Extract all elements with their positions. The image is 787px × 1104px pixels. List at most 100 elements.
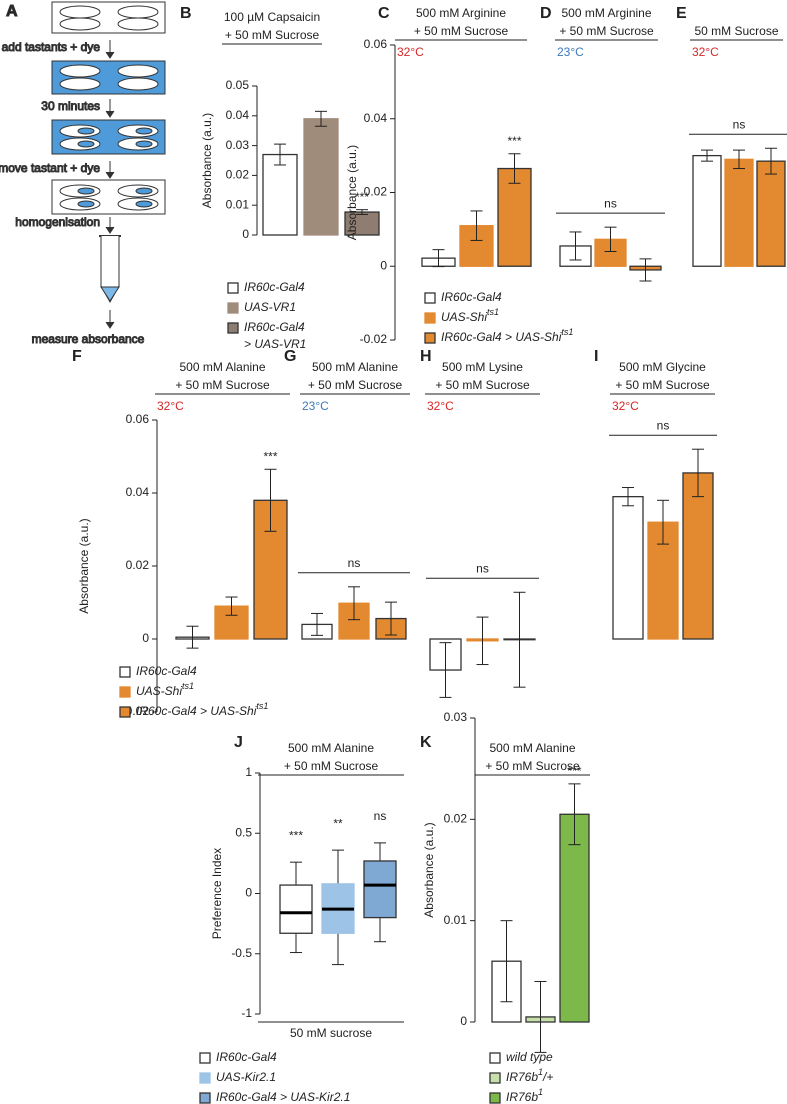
condition-label: 32°C: [692, 45, 719, 59]
legend-label: IR60c-Gal4: [244, 280, 305, 294]
y-tick-label: 0.03: [444, 710, 468, 724]
error-bar: [264, 468, 277, 532]
panel-label: H: [420, 348, 432, 365]
y-axis-label: Absorbance (a.u.): [77, 518, 91, 613]
significance: ***: [507, 134, 521, 148]
legend-name: IR60c-Gal4 > UAS-Kir2.1: [216, 1090, 350, 1104]
chart-title: + 50 mM Sucrose: [284, 759, 379, 773]
chart-title: + 50 mM Sucrose: [435, 378, 530, 392]
legend-name: IR76b: [506, 1070, 538, 1084]
significance: ns: [657, 418, 670, 432]
legend-swatch: [424, 292, 436, 304]
legend-suffix: /+: [542, 1070, 553, 1084]
significance: ns: [604, 196, 617, 210]
chart-panel: G 500 mM Alanine + 50 mM Sucrose 23°C ns: [284, 348, 410, 640]
panel-label: G: [284, 348, 296, 365]
y-tick-label: 0.02: [226, 168, 250, 182]
legend-label: IR60c-Gal4 > UAS-Shits1: [441, 327, 573, 344]
legend-name: UAS-Kir2.1: [216, 1070, 276, 1084]
legend-label: > UAS-VR1: [244, 337, 306, 351]
legend-swatch: [199, 1092, 211, 1104]
step-label: measure absorbance: [32, 332, 145, 346]
legend-swatch: [199, 1052, 211, 1064]
y-tick-label: 0.01: [444, 913, 468, 927]
chart-panel: C 500 mM Arginine + 50 mM Sucrose 32°C -0.02…: [345, 5, 573, 346]
error-bar: [500, 920, 513, 1003]
condition-label: 23°C: [302, 399, 329, 413]
legend-name: IR60c-Gal4 > UAS-Shi: [441, 330, 562, 344]
legend-label: UAS-Shits1: [441, 307, 499, 324]
chart-title: 500 mM Arginine: [561, 6, 651, 20]
chart-title: 500 mM Alanine: [179, 360, 265, 374]
legend-label: IR60c-Gal4: [244, 320, 305, 334]
significance: ***: [289, 828, 303, 842]
panel-label: B: [180, 5, 192, 22]
legend-name: UAS-Shi: [441, 310, 487, 324]
legend-label: IR60c-Gal4: [136, 664, 197, 678]
condition-label: 32°C: [612, 399, 639, 413]
panel-label: D: [540, 5, 552, 22]
chart-title: 100 µM Capsaicin: [224, 10, 320, 24]
y-axis-label: Absorbance (a.u.): [345, 145, 359, 240]
panel-label: E: [676, 5, 687, 22]
legend-name: IR60c-Gal4: [216, 1050, 277, 1064]
chart-title: 500 mM Alanine: [312, 360, 398, 374]
y-axis-label: Preference Index: [210, 848, 224, 939]
significance: ns: [733, 117, 746, 131]
legend-name: IR76b: [506, 1090, 538, 1104]
legend-swatch: [227, 282, 239, 294]
panel-label: K: [420, 734, 432, 751]
bar: [612, 495, 644, 640]
y-tick-label: 0.02: [126, 558, 150, 572]
legend-swatch: [227, 322, 239, 334]
error-bar: [765, 147, 777, 175]
legend-swatch: [424, 332, 436, 344]
y-tick-label: 0.03: [226, 138, 250, 152]
condition-label: 32°C: [397, 45, 424, 59]
y-tick-label: -0.5: [231, 946, 252, 960]
legend-superscript: ts1: [256, 701, 268, 711]
bar: [724, 158, 754, 267]
legend-label: UAS-Shits1: [136, 681, 194, 698]
legend-swatch: [489, 1072, 501, 1084]
chart-panel: J 500 mM Alanine + 50 mM Sucrose -1 -0.5 0 0.5…: [199, 734, 404, 1104]
legend-swatch: [489, 1092, 501, 1104]
bar: [497, 167, 532, 267]
error-bar: [356, 209, 368, 215]
significance: ***: [355, 190, 369, 204]
legend-superscript: 1: [538, 1087, 543, 1097]
y-axis-label: Absorbance (a.u.): [422, 822, 436, 917]
chart-title: 500 mM Alanine: [288, 741, 374, 755]
legend-name: UAS-Shi: [136, 684, 182, 698]
legend-swatch: [199, 1072, 211, 1084]
legend-superscript: ts1: [487, 307, 499, 317]
step-label: 30 minutes: [41, 99, 100, 113]
legend-label: IR76b1: [506, 1087, 543, 1104]
error-bar: [311, 612, 323, 636]
y-tick-label: -0.02: [360, 332, 388, 346]
error-bar: [476, 616, 489, 666]
chart-panel: B 100 µM Capsaicin + 50 mM Sucrose 0 0.01 0.0…: [180, 5, 380, 351]
chart-title: + 50 mM Sucrose: [559, 24, 654, 38]
chart-title: 50 mM Sucrose: [694, 24, 778, 38]
chart-panel: D 500 mM Arginine + 50 mM Sucrose 23°C ns: [540, 5, 665, 282]
y-tick-label: 0.5: [235, 825, 252, 839]
step-label: remove tastant + dye: [0, 161, 100, 175]
chart-title: + 50 mM Sucrose: [225, 28, 320, 42]
y-tick-label: -1: [241, 1006, 252, 1020]
y-tick-label: 0.05: [226, 78, 250, 92]
chart-panel: H 500 mM Lysine + 50 mM Sucrose 32°C ns: [420, 348, 540, 698]
legend-name: IR60c-Gal4: [136, 664, 197, 678]
bar: [262, 153, 298, 236]
significance: ns: [348, 556, 361, 570]
significance: ns: [476, 561, 489, 575]
step-label: add tastants + dye: [2, 40, 101, 54]
legend-label: IR60c-Gal4: [441, 290, 502, 304]
panel-label: A: [6, 3, 18, 20]
legend-name: wild type: [506, 1050, 553, 1064]
error-bar: [225, 596, 238, 616]
error-bar: [348, 586, 360, 621]
error-bar: [534, 980, 547, 1053]
legend-name: IR60c-Gal4 > UAS-Shi: [136, 704, 257, 718]
